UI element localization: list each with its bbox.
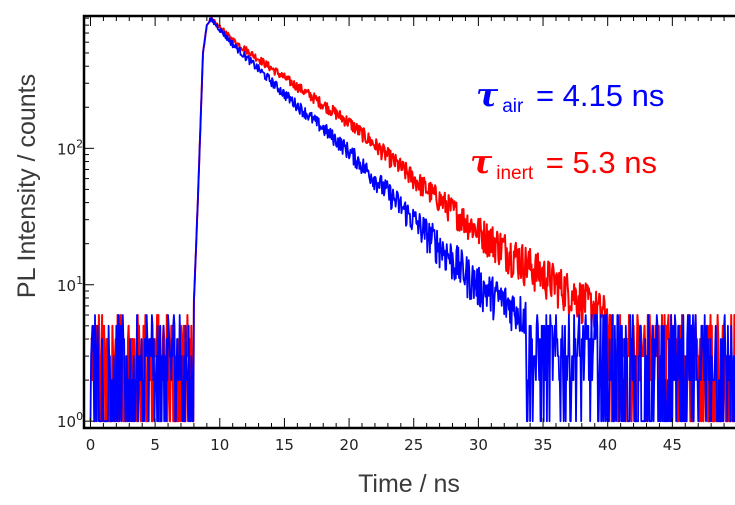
labels-layer: 0 5 10 15 20 25 30 35 40 45 100 101 102 [57,137,682,454]
plot-frame [82,14,735,430]
y-tick-label: 100 [57,410,83,431]
annotation-tau-air: τ air = 4.15 ns [476,75,664,117]
annotation-tau-inert-symbol: τ [470,142,493,181]
y-tick-label: 101 [57,274,83,295]
annotation-tau-inert-value: = 5.3 ns [537,145,657,180]
y-axis-title: PL Intensity / counts [13,74,41,298]
x-tick-label: 40 [598,436,617,454]
x-tick-label: 0 [86,436,96,454]
x-axis-title: Time / ns [358,470,460,498]
annotation-tau-air-symbol: τ [476,75,499,114]
annotation-tau-inert-sub: inert [496,163,534,184]
series-air-blue [89,17,735,423]
annotation-tau-air-value: = 4.15 ns [527,78,664,113]
x-tick-label: 35 [533,436,552,454]
x-tick-label: 45 [663,436,682,454]
x-tick-label: 20 [340,436,359,454]
y-tick-label: 102 [57,137,83,158]
x-tick-label: 5 [150,436,160,454]
x-tick-label: 15 [275,436,294,454]
annotation-tau-air-sub: air [502,96,524,117]
annotation-tau-inert: τ inert = 5.3 ns [470,142,657,184]
x-tick-label: 10 [210,436,229,454]
series-layer [89,17,735,423]
x-tick-label: 30 [469,436,488,454]
x-tick-label: 25 [404,436,423,454]
ticks-layer [84,16,725,428]
